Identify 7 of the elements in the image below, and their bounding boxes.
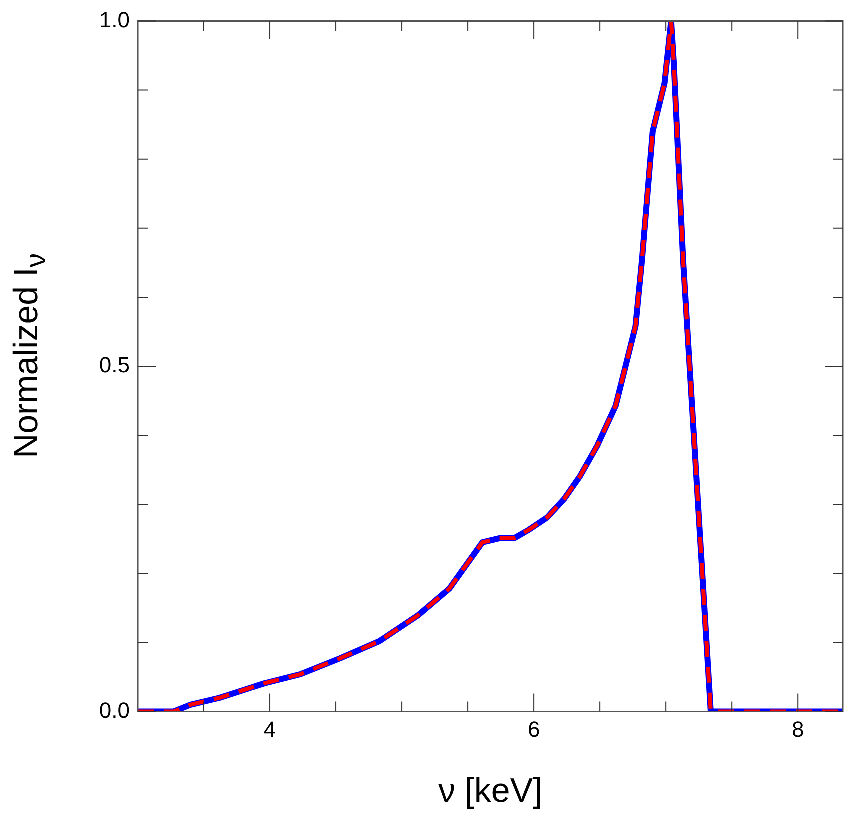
x-tick-label: 6 bbox=[528, 717, 540, 742]
y-tick-label: 0.0 bbox=[99, 698, 130, 723]
y-tick-label: 1.0 bbox=[99, 7, 130, 32]
y-tick-label: 0.5 bbox=[99, 352, 130, 378]
x-axis-title: ν [keV] bbox=[438, 772, 542, 810]
x-tick-label: 8 bbox=[792, 717, 804, 742]
x-tick-label: 4 bbox=[264, 717, 276, 742]
